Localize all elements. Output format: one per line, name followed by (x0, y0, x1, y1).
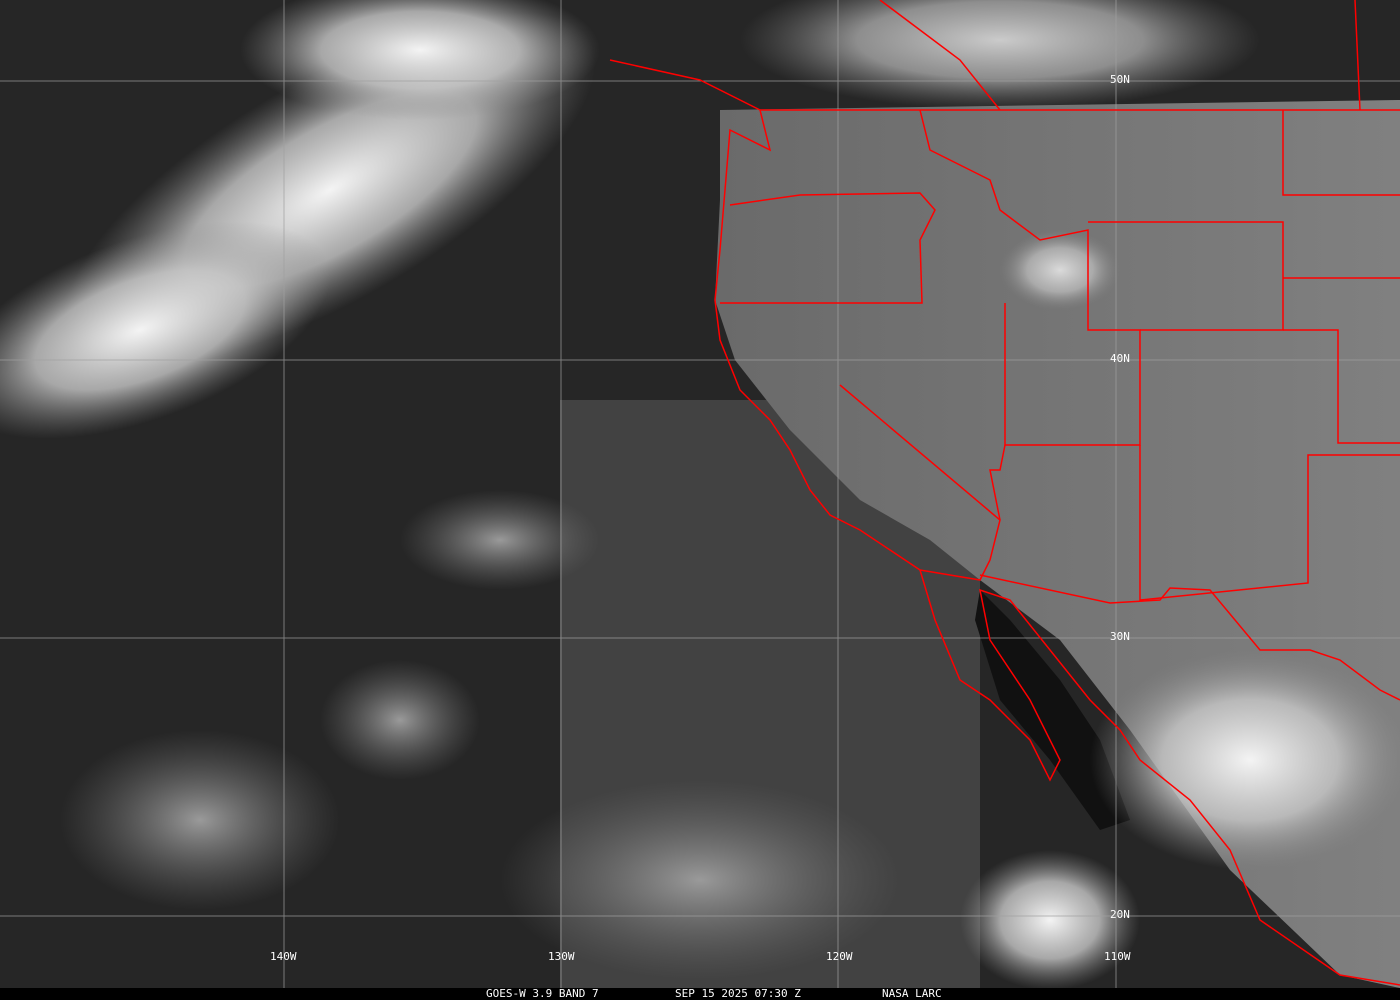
caption-bar: GOES-W 3.9 BAND 7 SEP 15 2025 07:30 Z NA… (0, 987, 1400, 1000)
longitude-label: 110W (1104, 950, 1131, 963)
satellite-band-label: GOES-W 3.9 BAND 7 (486, 987, 599, 1000)
latitude-label: 30N (1110, 630, 1130, 643)
longitude-label: 140W (270, 950, 297, 963)
political-borders (609, 0, 1400, 986)
latitude-label: 40N (1110, 352, 1130, 365)
source-label: NASA LARC (882, 987, 942, 1000)
latitude-label: 50N (1110, 73, 1130, 86)
datetime-label: SEP 15 2025 07:30 Z (675, 987, 801, 1000)
longitude-label: 130W (548, 950, 575, 963)
latitude-label: 20N (1110, 908, 1130, 921)
longitude-label: 120W (826, 950, 853, 963)
